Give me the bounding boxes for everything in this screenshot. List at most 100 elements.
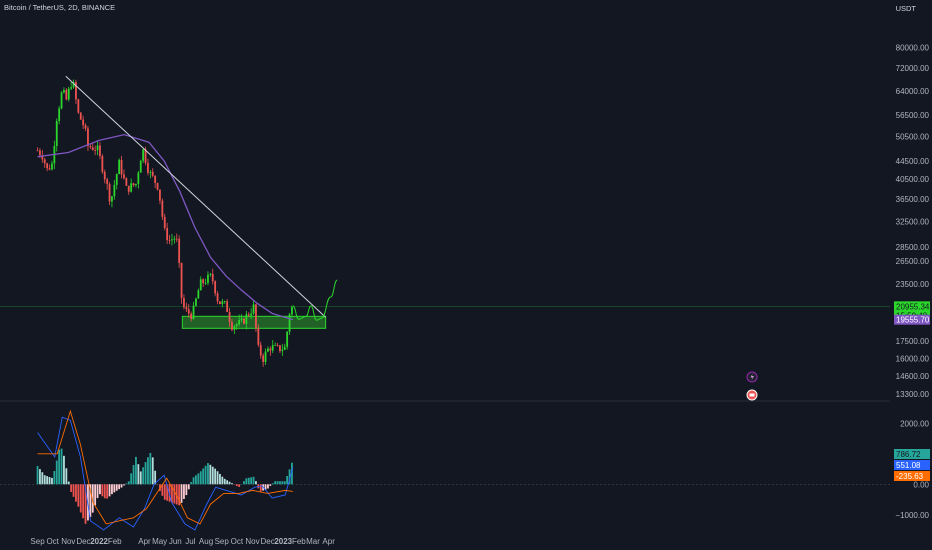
macd-histogram-bar — [147, 457, 149, 485]
macd-histogram-bar — [171, 484, 173, 503]
candle-body — [113, 184, 116, 197]
candle-body — [238, 319, 241, 325]
macd-histogram-bar — [123, 484, 125, 486]
candle-body — [180, 262, 183, 299]
chart-icons[interactable] — [746, 371, 758, 401]
macd-histogram-bar — [166, 484, 169, 501]
macd-histogram-bar — [132, 465, 135, 485]
macd-histogram-bar — [279, 481, 281, 485]
signal-line — [37, 409, 293, 525]
candle-body — [247, 314, 250, 316]
candle-body — [233, 326, 236, 330]
candle-body — [197, 290, 200, 299]
candle-body — [214, 281, 217, 294]
candle-body — [262, 355, 265, 362]
macd-histogram-bar — [67, 481, 70, 485]
macd-histogram-bar — [231, 483, 233, 485]
candle-body — [199, 279, 202, 291]
macd-histogram-bar — [209, 464, 212, 485]
y-tick-label: 72000.00 — [896, 64, 930, 73]
candle-body — [82, 119, 85, 126]
candle-body — [60, 92, 63, 109]
candle-body — [183, 298, 185, 308]
candle-body — [115, 174, 118, 185]
macd-histogram-bar — [228, 481, 231, 485]
candle-body — [243, 318, 245, 324]
macd-histogram-bar — [238, 484, 241, 487]
x-tick-label: Nov — [245, 537, 259, 546]
macd-histogram-bar — [288, 469, 291, 485]
candle-body — [137, 172, 140, 184]
candle-body — [46, 163, 49, 169]
candle-body — [39, 150, 41, 156]
support-zone — [181, 315, 327, 329]
macd-histogram-bar — [204, 465, 207, 485]
candle-body — [281, 349, 284, 352]
trendline[interactable] — [65, 75, 326, 318]
macd-histogram-bar — [94, 484, 97, 506]
candle-body — [207, 274, 209, 283]
candle-body — [120, 159, 123, 175]
price-tag-box — [894, 301, 930, 312]
y-tick-label: 50500.00 — [896, 133, 930, 142]
candle-body — [130, 183, 133, 192]
candle-body — [70, 87, 73, 89]
candle-body — [221, 301, 224, 305]
candle-body — [264, 351, 267, 362]
x-tick-label: Oct — [46, 537, 59, 546]
macd-histogram-bar — [39, 469, 41, 485]
macd-histogram-bar — [137, 464, 140, 485]
candle-body — [175, 238, 178, 240]
macd-value-tag-box — [894, 449, 930, 459]
candle-body — [132, 183, 135, 186]
candle-body — [178, 238, 181, 263]
candle-body — [190, 313, 193, 319]
candle-body — [94, 149, 97, 151]
macd-histogram-bar — [180, 484, 183, 503]
candle-body — [288, 314, 291, 332]
macd-histogram-bar — [142, 467, 145, 485]
macd-histogram-bar — [63, 455, 65, 485]
macd-histogram-bar — [115, 484, 118, 491]
macd-histogram-bar — [226, 480, 229, 485]
macd-histogram-bar — [75, 484, 77, 502]
candle-body — [36, 150, 39, 152]
macd-pane — [0, 409, 890, 531]
axes: Sep Oct Nov Dec 2022 Feb Apr May Jun Jul Aug Sep Oct… — [30, 44, 929, 546]
macd-histogram-bar — [202, 468, 205, 485]
macd-histogram-bar — [96, 484, 99, 499]
macd-histogram-bar — [135, 456, 137, 485]
macd-histogram-bar — [58, 449, 61, 485]
symbol-title[interactable]: Bitcoin / TetherUS, 2D, BINANCE — [4, 3, 116, 12]
candle-body — [245, 314, 248, 324]
macd-histogram-bar — [214, 468, 217, 485]
candle-body — [161, 200, 164, 217]
candle-body — [195, 298, 197, 306]
macd-histogram-bar — [65, 468, 68, 485]
price-tag-box — [894, 314, 930, 325]
macd-y-tick-label: −1000.00 — [895, 511, 929, 520]
macd-histogram-bar — [219, 473, 221, 485]
macd-histogram-bar — [252, 476, 255, 485]
macd-histogram-bar — [46, 476, 49, 485]
candle-body — [139, 160, 142, 173]
macd-histogram-bar — [178, 484, 181, 506]
candle-body — [166, 227, 169, 241]
x-tick-label: Feb — [292, 537, 306, 546]
macd-histogram-bar — [99, 484, 101, 495]
news-icon-glyph — [749, 393, 755, 397]
macd-histogram-bar — [291, 462, 293, 485]
candle-body — [118, 159, 121, 175]
candle-body — [84, 125, 87, 129]
candle-body — [204, 282, 207, 284]
x-tick-label: Jul — [185, 537, 195, 546]
currency-unit: USDT — [895, 4, 916, 13]
candle-body — [51, 163, 53, 170]
macd-histogram-bar — [286, 476, 289, 485]
macd-histogram-bar — [77, 484, 80, 507]
candle-body — [103, 171, 106, 180]
candle-body — [228, 311, 231, 323]
macd-histogram-bar — [161, 484, 164, 496]
macd-histogram-bar — [274, 481, 277, 485]
